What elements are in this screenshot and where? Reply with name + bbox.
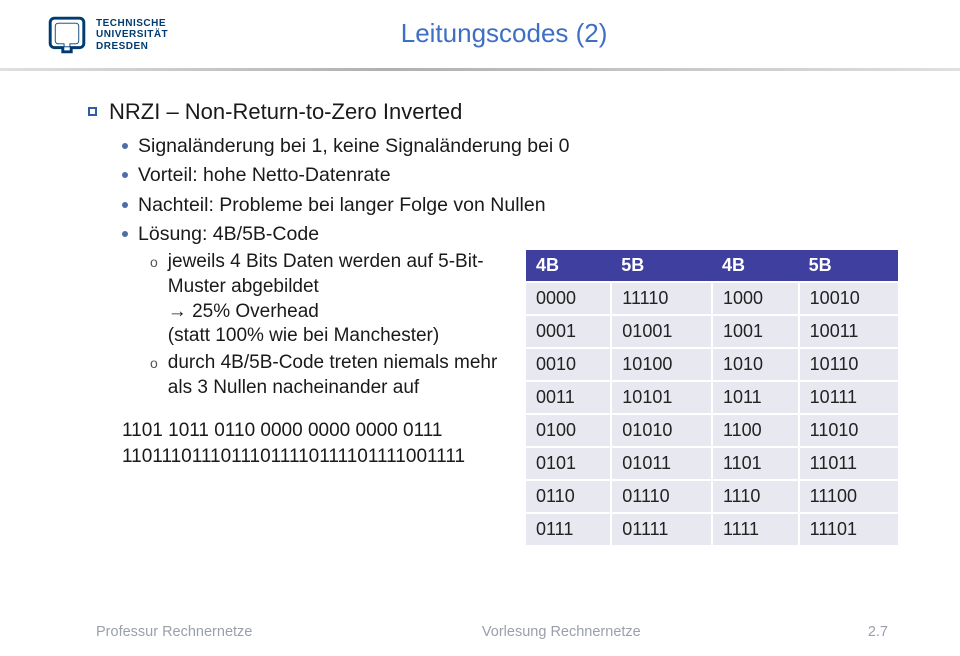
table-cell: 0000 <box>526 282 611 315</box>
bullet-l1: NRZI – Non-Return-to-Zero Inverted <box>88 99 898 125</box>
sub-text: Vorteil: hohe Netto-Datenrate <box>138 162 391 188</box>
table-cell: 10011 <box>799 315 898 348</box>
table-cell: 01111 <box>611 513 712 545</box>
table-cell: 01001 <box>611 315 712 348</box>
table-cell: 1110 <box>712 480 799 513</box>
sub-item: Vorteil: hohe Netto-Datenrate <box>122 162 898 188</box>
ss2: durch 4B/5B-Code treten niemals mehr als… <box>168 351 506 400</box>
disc-bullet-icon <box>122 172 128 178</box>
mapping-table: 4B 5B 4B 5B 0000111101000100100001010011… <box>526 250 898 545</box>
table-cell: 01010 <box>611 414 712 447</box>
table-cell: 01011 <box>611 447 712 480</box>
ss1b: 25% Overhead <box>192 301 319 322</box>
th-4b-a: 4B <box>526 250 611 282</box>
table-row: 000011110100010010 <box>526 282 898 315</box>
table-cell: 10100 <box>611 348 712 381</box>
sub-list: Signaländerung bei 1, keine Signaländeru… <box>122 133 898 545</box>
sub-sub-text: jeweils 4 Bits Daten werden auf 5-Bit-Mu… <box>168 250 506 349</box>
table-cell: 10110 <box>799 348 898 381</box>
bits-output: 11011101110111011110111101111001111 <box>122 444 506 470</box>
table-cell: 10010 <box>799 282 898 315</box>
table-cell: 0001 <box>526 315 611 348</box>
table-cell: 10111 <box>799 381 898 414</box>
table-cell: 1100 <box>712 414 799 447</box>
two-column-row: o jeweils 4 Bits Daten werden auf 5-Bit-… <box>122 250 898 545</box>
slide-footer: Professur Rechnernetze Vorlesung Rechner… <box>0 624 960 640</box>
arrow-icon: → <box>168 301 187 322</box>
left-column: o jeweils 4 Bits Daten werden auf 5-Bit-… <box>122 250 506 469</box>
ss1c: (statt 100% wie bei Manchester) <box>168 325 439 346</box>
disc-bullet-icon <box>122 231 128 237</box>
table-cell: 0111 <box>526 513 611 545</box>
table-cell: 11101 <box>799 513 898 545</box>
sub-item: Signaländerung bei 1, keine Signaländeru… <box>122 133 898 159</box>
table-cell: 1001 <box>712 315 799 348</box>
sub-item: Nachteil: Probleme bei langer Folge von … <box>122 192 898 218</box>
table-cell: 11110 <box>611 282 712 315</box>
page-title: Leitungscodes (2) <box>118 14 890 49</box>
slide-header: TECHNISCHE UNIVERSITÄT DRESDEN Leitungsc… <box>0 0 960 56</box>
table-cell: 0100 <box>526 414 611 447</box>
footer-center: Vorlesung Rechnernetze <box>482 624 868 640</box>
table-cell: 11011 <box>799 447 898 480</box>
circle-bullet-icon: o <box>150 254 158 270</box>
circle-bullet-icon: o <box>150 355 158 371</box>
disc-bullet-icon <box>122 143 128 149</box>
sub-sub-item: o jeweils 4 Bits Daten werden auf 5-Bit-… <box>150 250 506 349</box>
table-row: 010101011110111011 <box>526 447 898 480</box>
table-row: 011001110111011100 <box>526 480 898 513</box>
sub-sub-item: o durch 4B/5B-Code treten niemals mehr a… <box>150 351 506 400</box>
table-header-row: 4B 5B 4B 5B <box>526 250 898 282</box>
th-4b-b: 4B <box>712 250 799 282</box>
table-row: 010001010110011010 <box>526 414 898 447</box>
table-cell: 0011 <box>526 381 611 414</box>
ss1a: jeweils 4 Bits Daten werden auf 5-Bit-Mu… <box>168 251 484 297</box>
table-cell: 0101 <box>526 447 611 480</box>
slide-content: NRZI – Non-Return-to-Zero Inverted Signa… <box>0 71 960 545</box>
table-head: 4B 5B 4B 5B <box>526 250 898 282</box>
table-cell: 0010 <box>526 348 611 381</box>
heading-text: NRZI – Non-Return-to-Zero Inverted <box>109 99 462 125</box>
table-cell: 0110 <box>526 480 611 513</box>
sub-text: Nachteil: Probleme bei langer Folge von … <box>138 192 546 218</box>
table-cell: 1010 <box>712 348 799 381</box>
right-column: 4B 5B 4B 5B 0000111101000100100001010011… <box>526 250 898 545</box>
table-body: 0000111101000100100001010011001100110010… <box>526 282 898 545</box>
tud-logo-icon <box>46 14 88 56</box>
table-cell: 1000 <box>712 282 799 315</box>
disc-bullet-icon <box>122 202 128 208</box>
sub-sub-list: o jeweils 4 Bits Daten werden auf 5-Bit-… <box>150 250 506 400</box>
th-5b-a: 5B <box>611 250 712 282</box>
table-row: 011101111111111101 <box>526 513 898 545</box>
sub-text: Lösung: 4B/5B-Code <box>138 221 319 247</box>
footer-left: Professur Rechnernetze <box>96 624 482 640</box>
footer-page-number: 2.7 <box>868 624 888 640</box>
sub-text: Signaländerung bei 1, keine Signaländeru… <box>138 133 570 159</box>
table-cell: 1011 <box>712 381 799 414</box>
sub-item: Lösung: 4B/5B-Code <box>122 221 898 247</box>
table-row: 001110101101110111 <box>526 381 898 414</box>
th-5b-b: 5B <box>799 250 898 282</box>
table-cell: 1111 <box>712 513 799 545</box>
table-cell: 11100 <box>799 480 898 513</box>
table-cell: 1101 <box>712 447 799 480</box>
bits-input: 1101 1011 0110 0000 0000 0000 0111 <box>122 418 506 444</box>
table-cell: 11010 <box>799 414 898 447</box>
table-row: 001010100101010110 <box>526 348 898 381</box>
square-bullet-icon <box>88 107 97 116</box>
table-row: 000101001100110011 <box>526 315 898 348</box>
table-cell: 10101 <box>611 381 712 414</box>
table-cell: 01110 <box>611 480 712 513</box>
bit-sequence: 1101 1011 0110 0000 0000 0000 0111 11011… <box>122 418 506 469</box>
